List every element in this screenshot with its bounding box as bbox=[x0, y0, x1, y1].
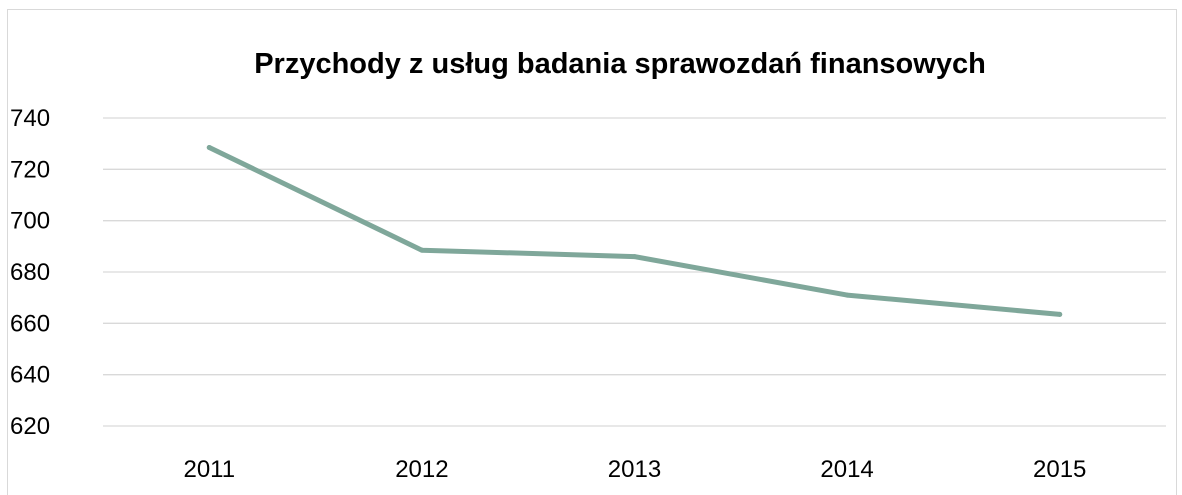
data-point-2015 bbox=[1057, 311, 1063, 317]
x-tick-label: 2015 bbox=[1033, 456, 1086, 483]
y-tick-label: 720 bbox=[10, 156, 50, 183]
y-tick-label: 620 bbox=[10, 413, 50, 440]
chart-frame bbox=[7, 9, 1177, 495]
y-tick-label: 740 bbox=[10, 105, 50, 132]
gridlines bbox=[103, 117, 1166, 427]
data-point-2013 bbox=[632, 254, 637, 260]
y-tick-label: 640 bbox=[10, 362, 50, 389]
data-point-2012 bbox=[419, 247, 425, 253]
x-axis-ticks: 2011 2012 2013 2014 2015 bbox=[183, 456, 1086, 483]
chart-title: Przychody z usług badania sprawozdań fin… bbox=[254, 48, 986, 80]
x-tick-label: 2013 bbox=[608, 456, 661, 483]
y-tick-label: 680 bbox=[10, 259, 50, 286]
data-point-2014 bbox=[844, 292, 850, 298]
series-line-0 bbox=[206, 145, 1063, 317]
y-tick-label: 660 bbox=[10, 310, 50, 337]
x-tick-label: 2014 bbox=[820, 456, 873, 483]
x-tick-label: 2011 bbox=[183, 456, 235, 483]
series-layer bbox=[206, 145, 1063, 317]
y-axis-ticks: 740 720 700 680 660 640 620 bbox=[10, 105, 50, 440]
x-tick-label: 2012 bbox=[395, 456, 448, 483]
data-point-2011 bbox=[206, 145, 212, 151]
y-tick-label: 700 bbox=[10, 208, 50, 235]
